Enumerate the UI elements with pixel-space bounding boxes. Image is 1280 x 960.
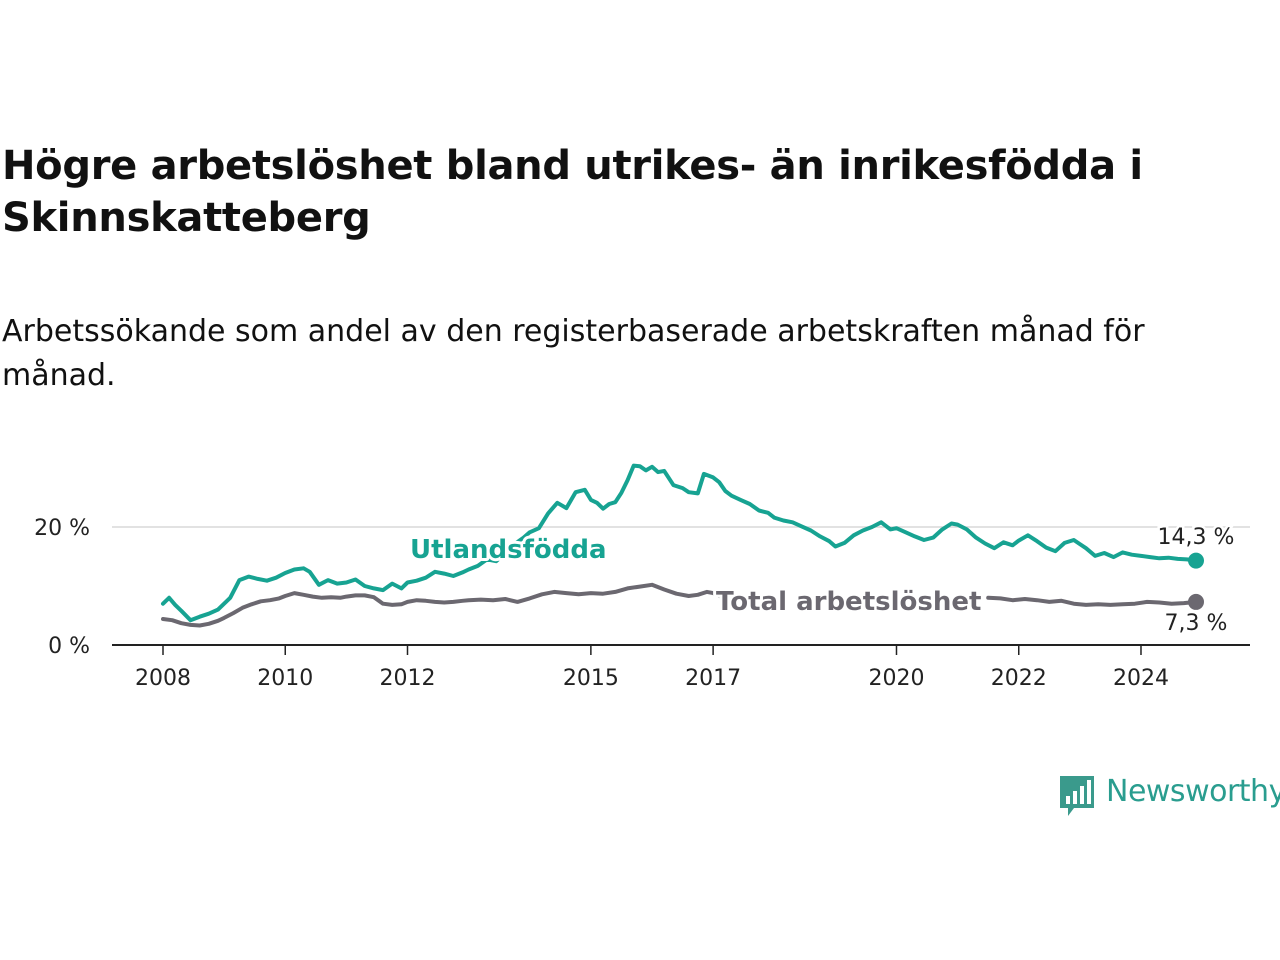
x-tick-label: 2022: [991, 666, 1047, 691]
series-label-utlandsfodda: Utlandsfödda: [410, 535, 607, 565]
newsworthy-logo: Newsworthy: [1058, 772, 1280, 820]
end-label-utlandsfodda: 14,3 %: [1158, 525, 1235, 550]
newsworthy-logo-text: Newsworthy: [1106, 774, 1280, 809]
x-tick-label: 2017: [685, 666, 741, 691]
series-label-total: Total arbetslöshet: [716, 587, 981, 617]
series-line-total: [986, 595, 1198, 607]
x-tick-label: 2012: [379, 666, 435, 691]
end-label-total: 7,3 %: [1165, 611, 1228, 636]
x-tick-label: 2010: [257, 666, 313, 691]
chart-title: Högre arbetslöshet bland utrikes- än inr…: [2, 143, 1143, 241]
series-line-total: [161, 582, 722, 628]
y-tick-label: 20 %: [34, 516, 90, 541]
x-tick-label: 2015: [563, 666, 619, 691]
end-point-utlandsfodda: [1188, 552, 1204, 569]
line-chart: 0 %20 %2008 2010 2012 2015 2017 2020 2022 2024 …: [34, 463, 1250, 691]
newsworthy-bar-chart-icon: [1060, 776, 1094, 816]
series-line-utlandsfodda: [161, 463, 1198, 623]
end-point-total: [1188, 593, 1204, 610]
y-tick-label: 0 %: [48, 634, 90, 659]
chart-subtitle: Arbetssökande som andel av den registerb…: [2, 314, 1145, 393]
x-tick-label: 2020: [868, 666, 924, 691]
x-tick-label: 2008: [135, 666, 191, 691]
x-tick-label: 2024: [1113, 666, 1169, 691]
